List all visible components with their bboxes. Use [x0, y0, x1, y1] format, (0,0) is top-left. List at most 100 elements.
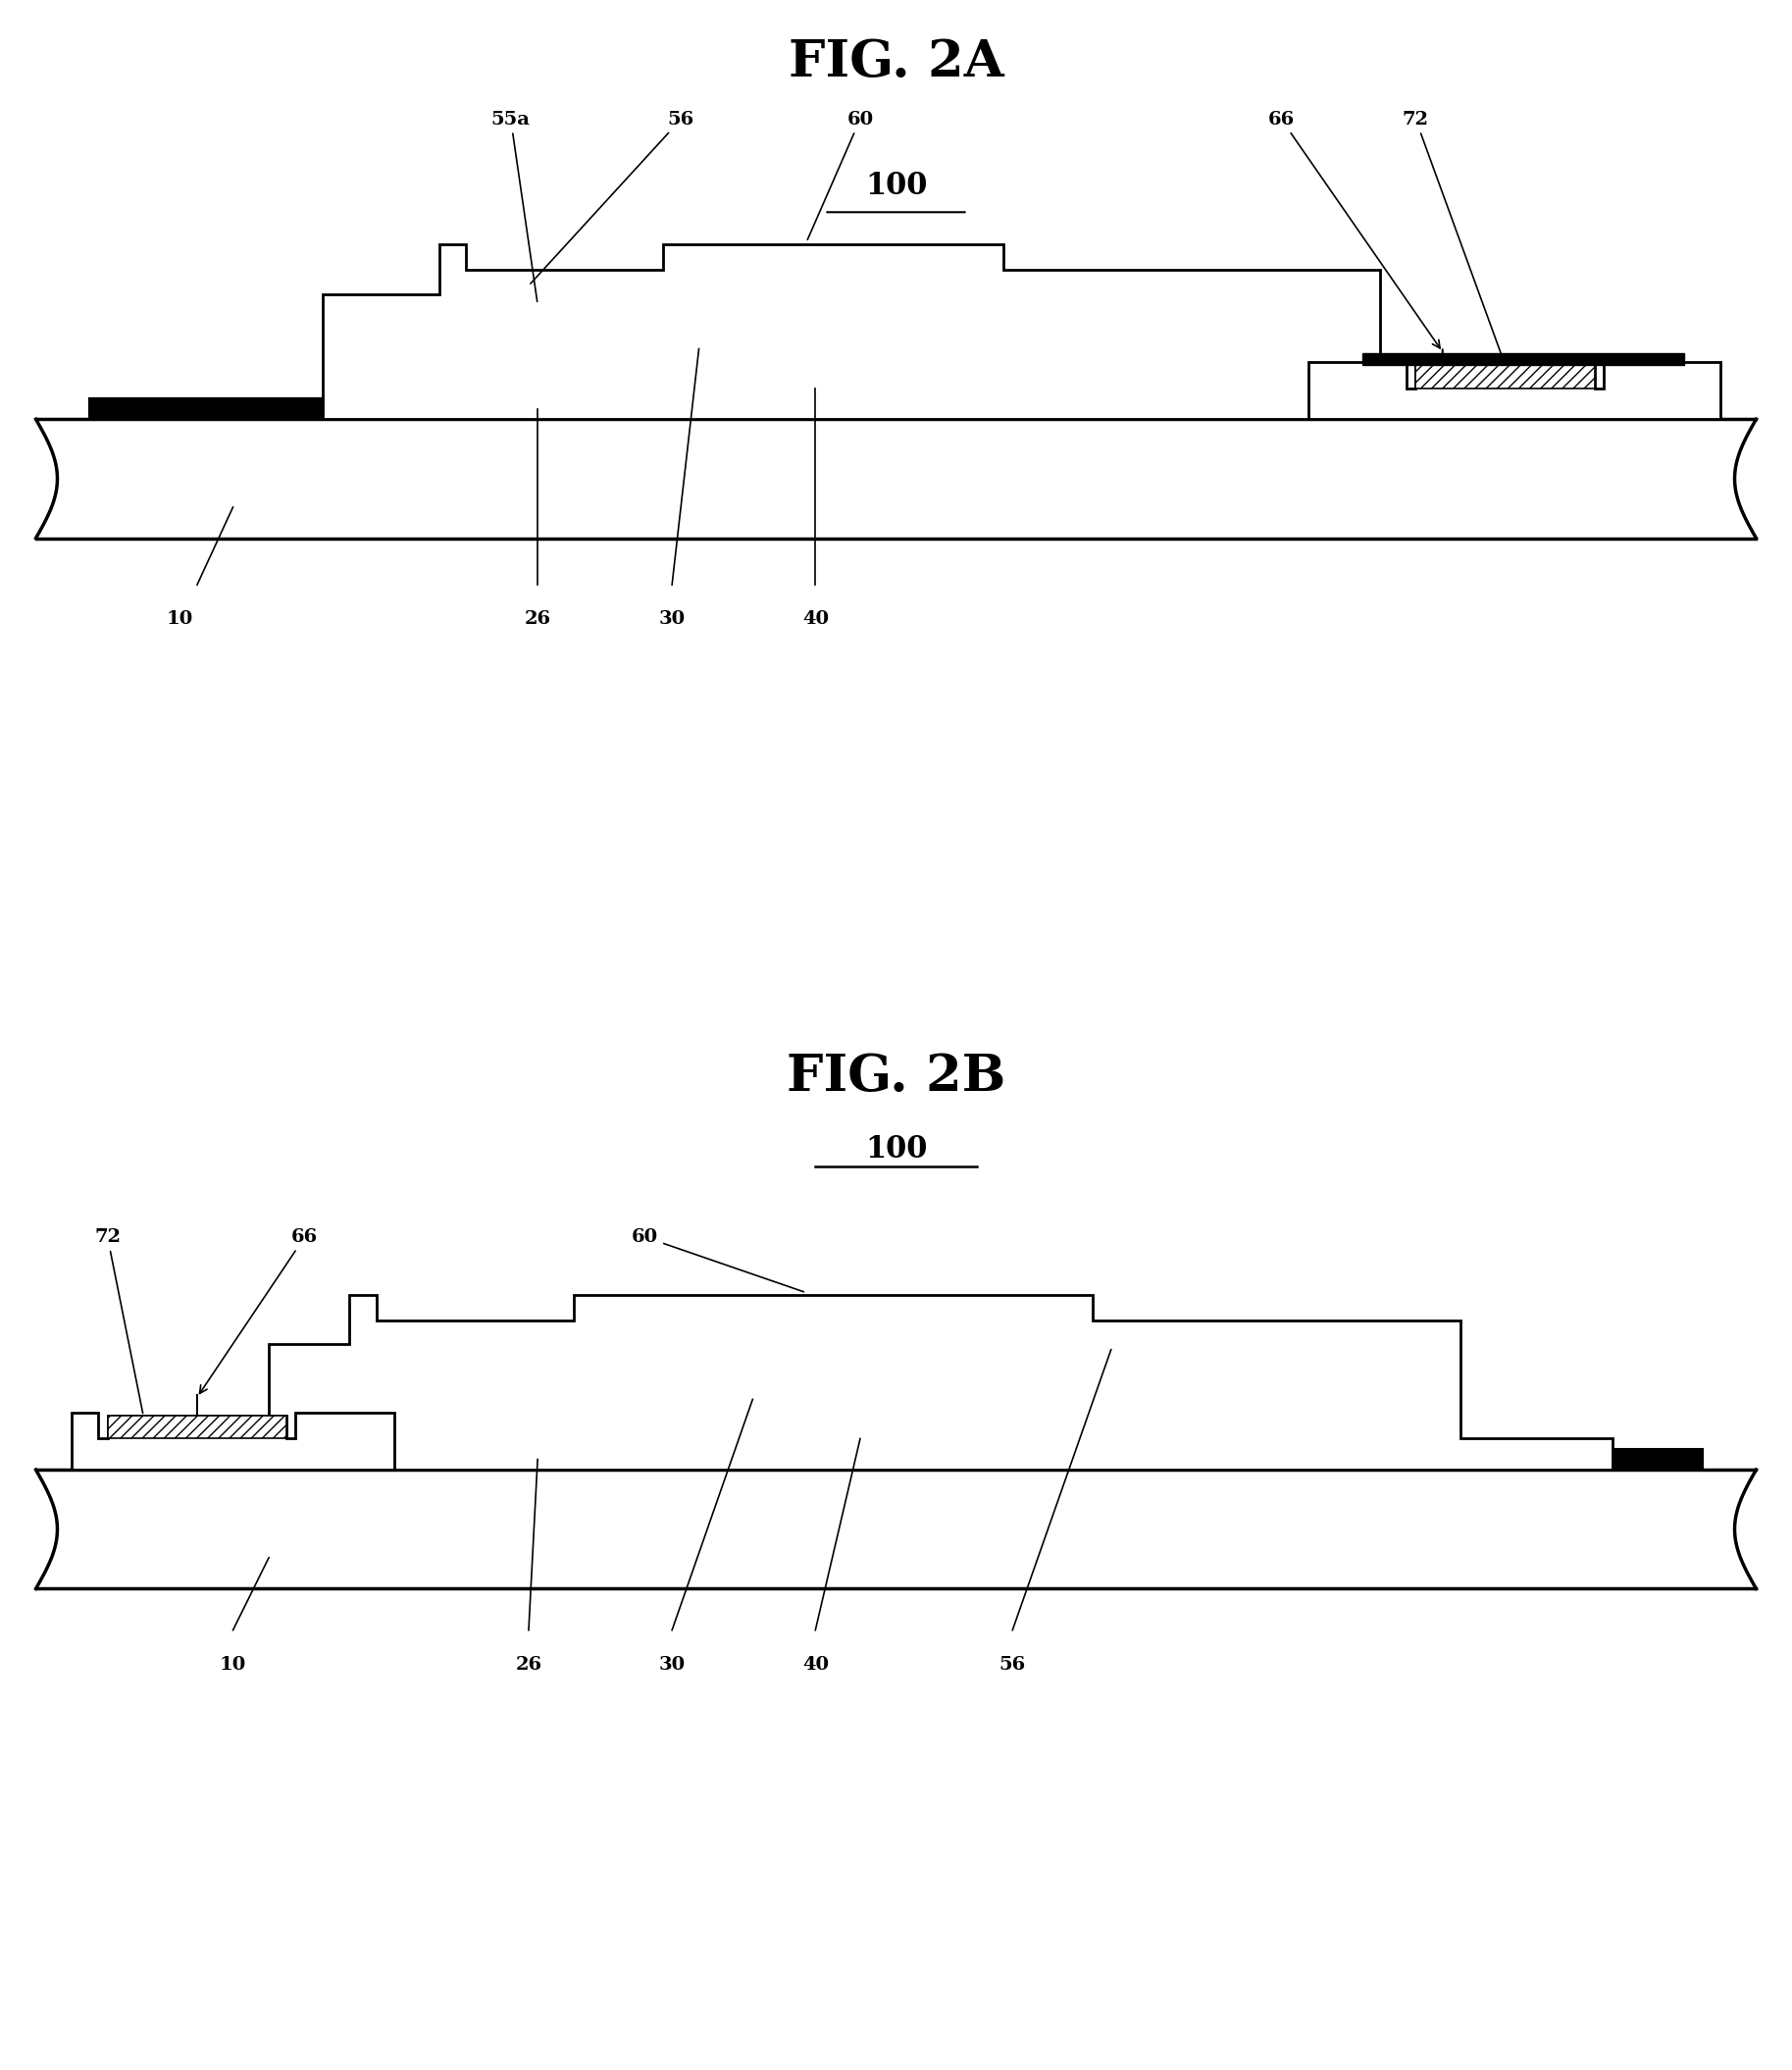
- Point: [611, 1379, 640, 1412]
- Point: [694, 325, 722, 358]
- Point: [590, 1387, 618, 1420]
- Point: [1267, 1385, 1296, 1418]
- Point: [950, 1372, 978, 1406]
- Point: [1283, 1381, 1312, 1414]
- Point: [715, 333, 744, 366]
- Point: [1061, 1389, 1090, 1422]
- Point: [559, 327, 588, 360]
- Point: [511, 323, 539, 356]
- Point: [880, 335, 909, 368]
- Point: [925, 1381, 953, 1414]
- Point: [674, 1368, 702, 1401]
- Point: [883, 335, 912, 368]
- Point: [921, 331, 950, 364]
- Point: [794, 1387, 823, 1420]
- Point: [523, 1391, 552, 1424]
- Point: [781, 319, 810, 352]
- Point: [597, 333, 625, 366]
- Point: [724, 339, 753, 373]
- Point: [821, 329, 849, 362]
- Point: [918, 321, 946, 354]
- Point: [432, 1377, 461, 1410]
- Point: [1066, 1387, 1095, 1420]
- Point: [448, 1377, 477, 1410]
- Point: [1263, 1374, 1292, 1408]
- Point: [1208, 1368, 1236, 1401]
- Point: [799, 321, 828, 354]
- Point: [1104, 339, 1133, 373]
- Point: [830, 1385, 858, 1418]
- Point: [1156, 1372, 1185, 1406]
- Point: [588, 321, 616, 354]
- Point: [633, 331, 661, 364]
- Point: [468, 321, 496, 354]
- Point: [423, 1377, 452, 1410]
- Point: [966, 342, 995, 375]
- Point: [627, 339, 656, 373]
- Text: 40: 40: [803, 611, 828, 629]
- Point: [835, 327, 864, 360]
- Point: [690, 1370, 719, 1403]
- Point: [464, 342, 493, 375]
- Point: [611, 1387, 640, 1420]
- Point: [855, 1374, 883, 1408]
- Point: [498, 1372, 527, 1406]
- Point: [1165, 337, 1193, 371]
- Point: [414, 1385, 443, 1418]
- Point: [577, 342, 606, 375]
- Point: [1048, 329, 1077, 362]
- Point: [840, 1370, 869, 1403]
- Point: [763, 339, 792, 373]
- Point: [792, 1379, 821, 1412]
- Point: [1192, 1370, 1220, 1403]
- Point: [579, 335, 607, 368]
- Point: [785, 1391, 814, 1424]
- Point: [1098, 1381, 1127, 1414]
- Point: [735, 1377, 763, 1410]
- Point: [1079, 335, 1107, 368]
- Point: [710, 1391, 738, 1424]
- Point: [1127, 325, 1156, 358]
- Point: [586, 342, 615, 375]
- Point: [701, 1379, 729, 1412]
- Point: [638, 1391, 667, 1424]
- Point: [652, 1383, 681, 1416]
- Point: [1190, 1379, 1219, 1412]
- Point: [620, 319, 649, 352]
- Point: [658, 323, 686, 356]
- Point: [1260, 1385, 1288, 1418]
- Point: [650, 339, 679, 373]
- Point: [453, 342, 482, 375]
- Point: [695, 1391, 724, 1424]
- Point: [1007, 1387, 1036, 1420]
- Point: [702, 1383, 731, 1416]
- Point: [889, 1387, 918, 1420]
- Point: [930, 1393, 959, 1426]
- Point: [1106, 1387, 1134, 1420]
- Point: [676, 1374, 704, 1408]
- Point: [799, 325, 828, 358]
- Point: [860, 319, 889, 352]
- Point: [466, 333, 495, 366]
- Point: [993, 327, 1021, 360]
- Bar: [1111, 1354, 1290, 1383]
- Bar: [358, 1410, 1308, 1420]
- Point: [695, 327, 724, 360]
- Point: [434, 1381, 462, 1414]
- Point: [1285, 1374, 1314, 1408]
- Point: [649, 1372, 677, 1406]
- Point: [556, 1387, 584, 1420]
- Point: [961, 1391, 989, 1424]
- Point: [1055, 319, 1084, 352]
- Point: [814, 342, 842, 375]
- Point: [1125, 329, 1154, 362]
- Point: [935, 1374, 964, 1408]
- Point: [1131, 327, 1159, 360]
- Point: [525, 327, 554, 360]
- Point: [1021, 1377, 1050, 1410]
- Point: [683, 339, 711, 373]
- Point: [747, 1391, 776, 1424]
- Point: [459, 1374, 487, 1408]
- Point: [769, 335, 797, 368]
- Point: [627, 335, 656, 368]
